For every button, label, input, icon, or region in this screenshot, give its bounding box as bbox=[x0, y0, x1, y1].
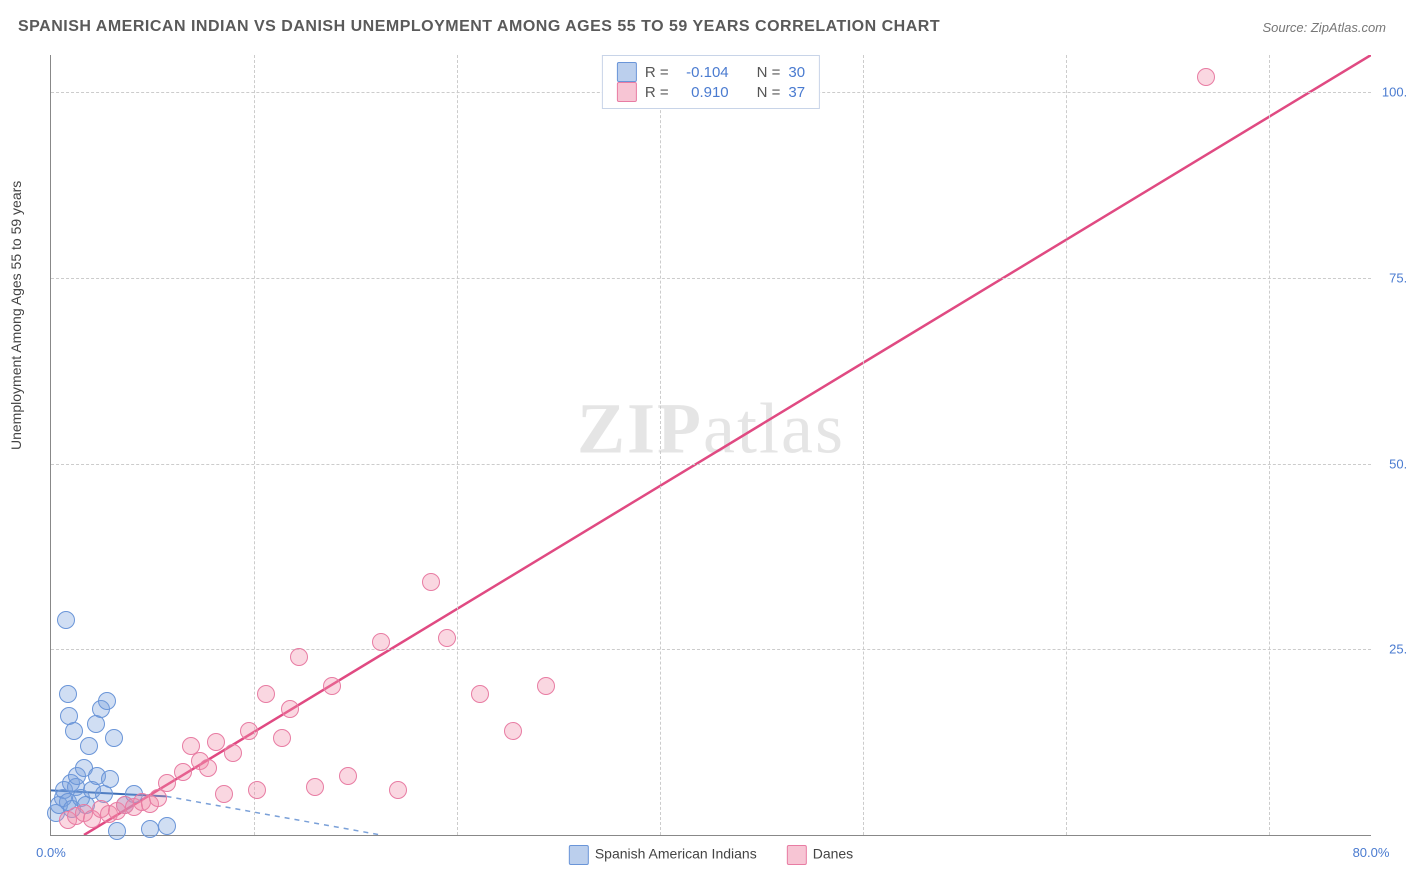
n-label: N = bbox=[757, 84, 781, 101]
data-point bbox=[471, 685, 489, 703]
r-value: -0.104 bbox=[677, 64, 729, 81]
legend-swatch bbox=[617, 62, 637, 82]
data-point bbox=[240, 722, 258, 740]
y-tick-label: 100.0% bbox=[1382, 85, 1406, 100]
data-point bbox=[149, 789, 167, 807]
data-point bbox=[105, 729, 123, 747]
n-value: 30 bbox=[788, 64, 805, 81]
watermark: ZIPatlas bbox=[577, 388, 845, 471]
data-point bbox=[422, 573, 440, 591]
data-point bbox=[372, 633, 390, 651]
data-point bbox=[504, 722, 522, 740]
x-tick-label: 0.0% bbox=[36, 845, 66, 860]
legend-item: Danes bbox=[787, 845, 853, 865]
r-label: R = bbox=[645, 84, 669, 101]
data-point bbox=[101, 770, 119, 788]
data-point bbox=[389, 781, 407, 799]
data-point bbox=[182, 737, 200, 755]
n-label: N = bbox=[757, 64, 781, 81]
data-point bbox=[306, 778, 324, 796]
trend-lines bbox=[51, 55, 1371, 835]
data-point bbox=[215, 785, 233, 803]
data-point bbox=[57, 611, 75, 629]
source-label: Source: ZipAtlas.com bbox=[1262, 20, 1386, 35]
data-point bbox=[1197, 68, 1215, 86]
r-value: 0.910 bbox=[677, 84, 729, 101]
data-point bbox=[207, 733, 225, 751]
chart-title: SPANISH AMERICAN INDIAN VS DANISH UNEMPL… bbox=[18, 18, 940, 36]
data-point bbox=[199, 759, 217, 777]
gridline-vertical bbox=[254, 55, 255, 835]
data-point bbox=[281, 700, 299, 718]
gridline-vertical bbox=[863, 55, 864, 835]
legend-swatch bbox=[617, 82, 637, 102]
r-label: R = bbox=[645, 64, 669, 81]
data-point bbox=[80, 737, 98, 755]
x-tick-label: 80.0% bbox=[1353, 845, 1390, 860]
n-value: 37 bbox=[788, 84, 805, 101]
correlation-legend: R = -0.104 N = 30 R = 0.910 N = 37 bbox=[602, 55, 820, 109]
legend-swatch bbox=[569, 845, 589, 865]
legend-label: Danes bbox=[813, 846, 853, 862]
gridline-horizontal bbox=[51, 278, 1371, 279]
data-point bbox=[98, 692, 116, 710]
gridline-vertical bbox=[1269, 55, 1270, 835]
legend-swatch bbox=[787, 845, 807, 865]
y-tick-label: 75.0% bbox=[1389, 270, 1406, 285]
data-point bbox=[537, 677, 555, 695]
data-point bbox=[339, 767, 357, 785]
data-point bbox=[224, 744, 242, 762]
data-point bbox=[273, 729, 291, 747]
data-point bbox=[108, 822, 126, 840]
data-point bbox=[438, 629, 456, 647]
data-point bbox=[59, 685, 77, 703]
series-legend: Spanish American Indians Danes bbox=[569, 845, 853, 865]
y-tick-label: 50.0% bbox=[1389, 456, 1406, 471]
data-point bbox=[158, 817, 176, 835]
data-point bbox=[174, 763, 192, 781]
gridline-vertical bbox=[660, 55, 661, 835]
data-point bbox=[323, 677, 341, 695]
gridline-horizontal bbox=[51, 649, 1371, 650]
data-point bbox=[65, 722, 83, 740]
data-point bbox=[141, 820, 159, 838]
y-tick-label: 25.0% bbox=[1389, 642, 1406, 657]
gridline-vertical bbox=[1066, 55, 1067, 835]
legend-item: Spanish American Indians bbox=[569, 845, 757, 865]
data-point bbox=[290, 648, 308, 666]
legend-label: Spanish American Indians bbox=[595, 846, 757, 862]
data-point bbox=[248, 781, 266, 799]
gridline-horizontal bbox=[51, 464, 1371, 465]
gridline-vertical bbox=[457, 55, 458, 835]
y-axis-label: Unemployment Among Ages 55 to 59 years bbox=[8, 181, 24, 450]
plot-area: ZIPatlas R = -0.104 N = 30 R = 0.910 N =… bbox=[50, 55, 1371, 836]
data-point bbox=[257, 685, 275, 703]
